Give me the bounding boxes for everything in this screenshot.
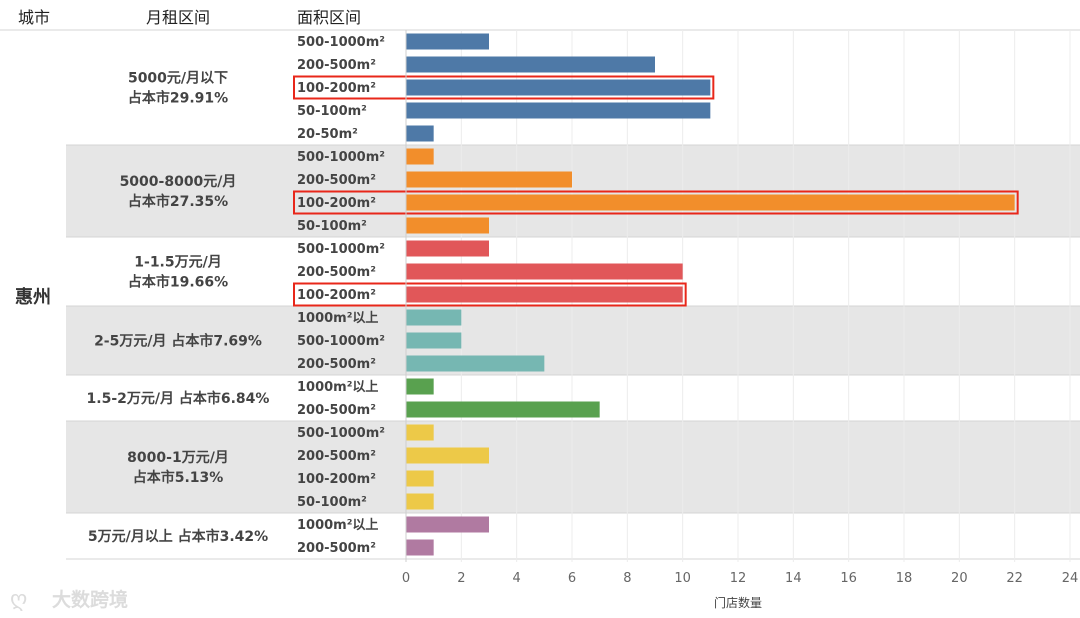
area-category-label: 500-1000m² [297,242,385,257]
bar-1-0 [406,148,434,165]
area-category-label: 200-500m² [297,541,376,556]
area-category-label: 100-200m² [297,288,376,303]
bar-0-4 [406,125,434,142]
group-label: 2-5万元/月 占本市7.69% [94,333,262,350]
area-category-label: 50-100m² [297,219,367,234]
x-tick-label: 24 [1062,571,1079,586]
x-tick-label: 14 [785,571,802,586]
highlight-box-2-2 [293,282,687,307]
x-tick-label: 20 [951,571,968,586]
header-rent: 月租区间 [146,8,210,27]
watermark-logo-icon: ღ [10,587,27,612]
bar-4-0 [406,378,434,395]
bar-1-2 [406,194,1015,211]
group-band-3 [66,306,1080,375]
area-category-label: 50-100m² [297,104,367,119]
area-category-label: 500-1000m² [297,334,385,349]
x-tick-label: 4 [513,571,521,586]
bar-3-1 [406,332,462,349]
group-label: 1-1.5万元/月 [134,255,221,271]
area-category-label: 200-500m² [297,58,376,73]
bar-5-3 [406,493,434,510]
bar-3-0 [406,309,462,326]
bar-6-0 [406,516,489,533]
area-category-label: 100-200m² [297,196,376,211]
area-category-label: 200-500m² [297,357,376,372]
group-share-label: 占本市29.91% [128,90,228,107]
bar-2-2 [406,286,683,303]
group-share-label: 占本市19.66% [128,274,228,291]
area-category-label: 500-1000m² [297,150,385,165]
group-label: 5000元/月以下 [128,71,228,87]
x-tick-label: 12 [730,571,747,586]
bar-5-1 [406,447,489,464]
area-category-label: 200-500m² [297,403,376,418]
bar-5-0 [406,424,434,441]
bar-2-0 [406,240,489,257]
x-tick-label: 22 [1006,571,1023,586]
x-axis-label: 门店数量 [714,595,762,610]
bars [293,33,1019,556]
bar-1-3 [406,217,489,234]
x-tick-label: 16 [840,571,857,586]
watermark: ღ 大数跨境 [10,587,128,612]
area-category-label: 20-50m² [297,127,358,142]
highlight-box-0-2 [293,75,715,100]
area-category-label: 1000m²以上 [297,311,378,326]
area-category-label: 200-500m² [297,265,376,280]
bar-0-2 [406,79,711,96]
area-category-label: 200-500m² [297,173,376,188]
bar-4-1 [406,401,600,418]
city-label: 惠州 [15,287,51,308]
x-tick-label: 18 [896,571,913,586]
area-category-label: 1000m²以上 [297,380,378,395]
group-label: 8000-1万元/月 [127,450,229,466]
area-category-label: 50-100m² [297,495,367,510]
header-city: 城市 [18,8,50,27]
header-area: 面积区间 [297,8,361,27]
group-label: 5000-8000元/月 [120,174,237,190]
group-band-5 [66,421,1080,513]
area-category-label: 100-200m² [297,81,376,96]
bar-1-1 [406,171,572,188]
bar-2-1 [406,263,683,280]
watermark-text: 大数跨境 [52,588,128,611]
group-label: 1.5-2万元/月 占本市6.84% [87,390,270,407]
x-tick-label: 6 [568,571,576,586]
bar-0-3 [406,102,711,119]
x-tick-label: 2 [457,571,465,586]
bar-6-1 [406,539,434,556]
group-bands [0,29,1080,560]
area-category-label: 200-500m² [297,449,376,464]
x-tick-label: 8 [623,571,631,586]
x-tick-label: 0 [402,571,410,586]
bar-3-2 [406,355,545,372]
bar-0-0 [406,33,489,50]
highlight-box-1-2 [293,190,1019,215]
group-label: 5万元/月以上 占本市3.42% [88,528,268,545]
bar-5-2 [406,470,434,487]
bar-0-1 [406,56,655,73]
group-share-label: 占本市5.13% [133,469,224,486]
area-category-label: 1000m²以上 [297,518,378,533]
area-category-label: 500-1000m² [297,35,385,50]
group-share-label: 占本市27.35% [128,193,228,210]
area-category-label: 500-1000m² [297,426,385,441]
area-category-label: 100-200m² [297,472,376,487]
x-tick-label: 10 [674,571,691,586]
